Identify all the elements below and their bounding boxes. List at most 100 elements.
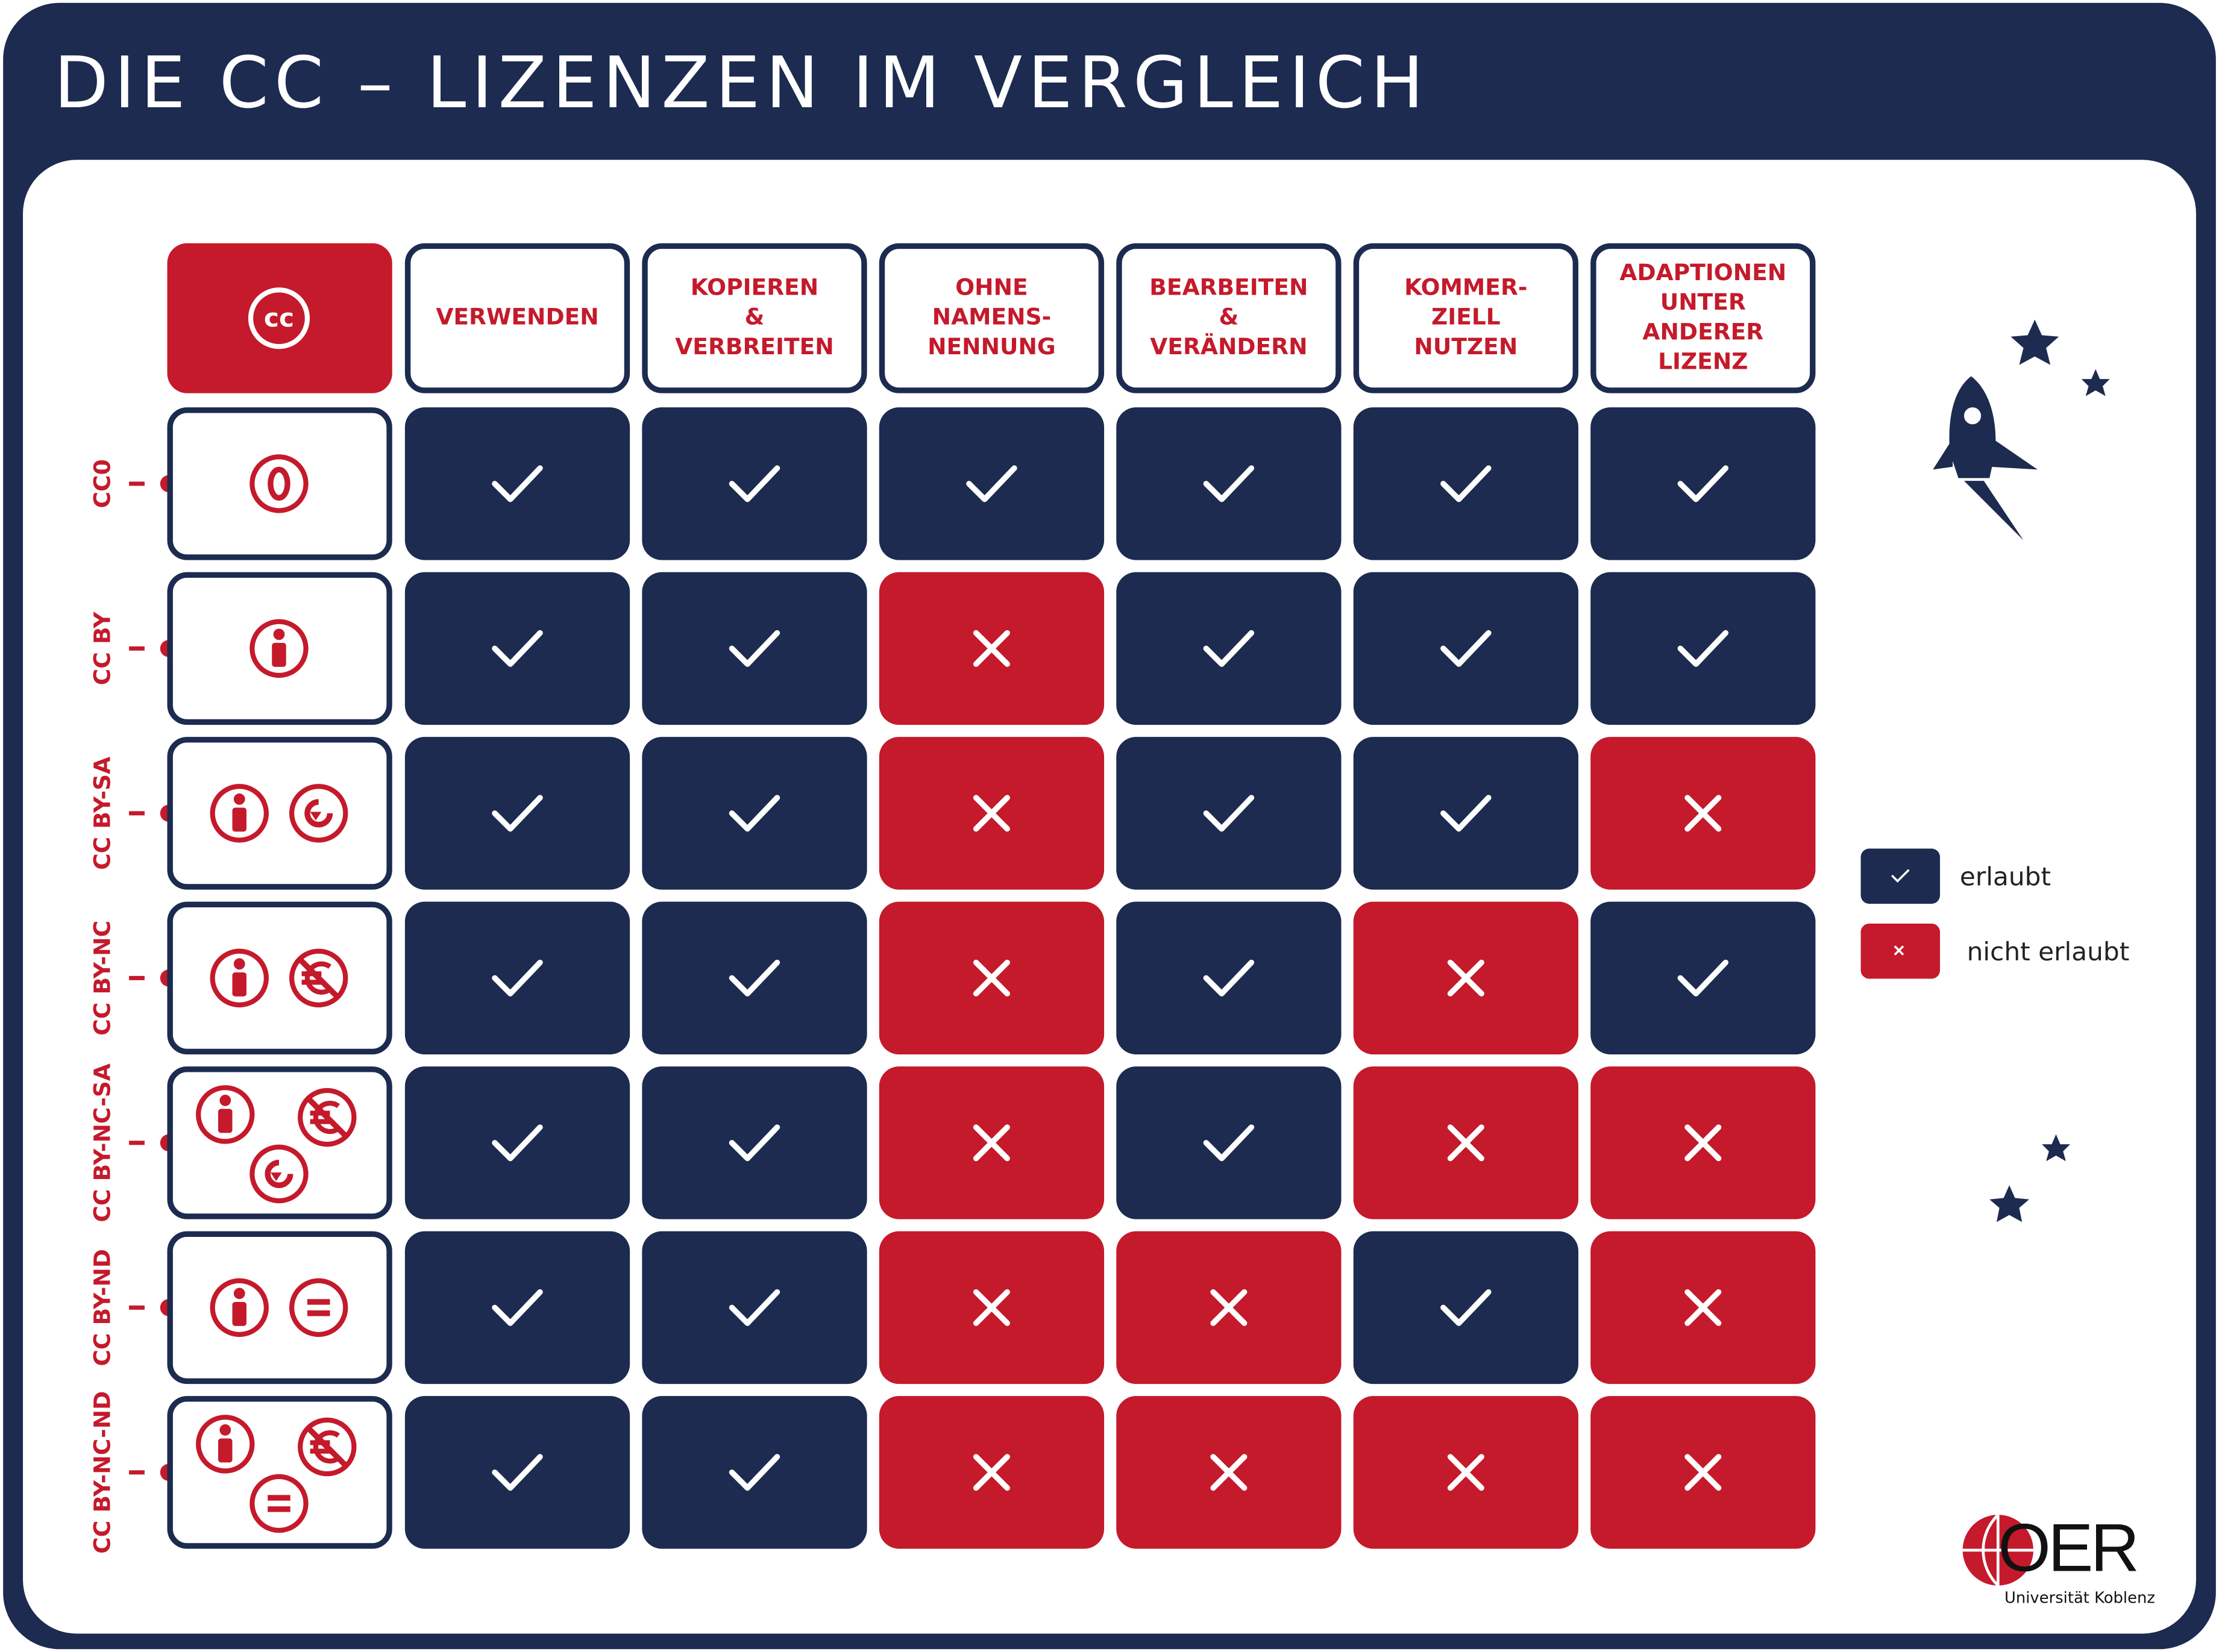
cell-allowed bbox=[404, 1396, 630, 1549]
icon-cell bbox=[167, 407, 392, 560]
cc-icon bbox=[248, 287, 310, 349]
column-header bbox=[879, 243, 1105, 393]
cross bbox=[973, 1124, 1010, 1162]
license-icon-nc bbox=[298, 1087, 357, 1147]
icon-ring bbox=[289, 784, 348, 843]
column-header bbox=[1353, 243, 1578, 393]
icon-ring bbox=[250, 1474, 309, 1533]
column-header-text: NAMENS- bbox=[932, 304, 1052, 330]
check bbox=[492, 630, 543, 667]
column-header bbox=[1590, 243, 1816, 393]
check bbox=[729, 630, 780, 667]
cross bbox=[1684, 1124, 1722, 1162]
cross bbox=[973, 1454, 1010, 1491]
license-icon-by bbox=[196, 1085, 255, 1144]
legend-cross bbox=[1894, 945, 1904, 956]
legend-swatch bbox=[1860, 848, 1941, 904]
license-icon-by bbox=[196, 1415, 255, 1474]
icon-ring bbox=[210, 784, 269, 843]
check bbox=[1440, 795, 1492, 832]
cross bbox=[1684, 1454, 1722, 1491]
cross bbox=[1210, 1289, 1248, 1326]
cell-allowed bbox=[642, 737, 867, 890]
license-icon-by bbox=[250, 619, 309, 678]
cross bbox=[1447, 1124, 1484, 1162]
icon-head bbox=[219, 1424, 231, 1436]
cross bbox=[1210, 1454, 1248, 1491]
cross bbox=[1447, 959, 1484, 997]
icon-head bbox=[233, 958, 245, 970]
cell-allowed bbox=[1353, 572, 1578, 725]
icon-arrow bbox=[265, 1160, 293, 1188]
icon-head bbox=[273, 628, 285, 640]
cross bbox=[973, 630, 1010, 667]
column-header bbox=[1116, 243, 1342, 393]
check bbox=[966, 465, 1017, 502]
column-header-text: UNTER bbox=[1660, 289, 1746, 315]
icon-body bbox=[232, 972, 246, 997]
icon-body bbox=[232, 1301, 246, 1326]
icon-ring bbox=[250, 1144, 309, 1204]
license-icon-nd bbox=[289, 1278, 348, 1338]
cell-allowed bbox=[1353, 737, 1578, 890]
license-icon-by bbox=[210, 1278, 269, 1338]
logo-globe-lines bbox=[1962, 1513, 2033, 1587]
icon-cell bbox=[167, 1396, 392, 1549]
icon-cell bbox=[167, 1231, 392, 1384]
column-header-text: NENNUNG bbox=[927, 333, 1056, 360]
cell-allowed bbox=[1116, 901, 1342, 1055]
column-header-text: OHNE bbox=[955, 274, 1028, 300]
check bbox=[1203, 1124, 1255, 1162]
logo-subtitle: Universität Koblenz bbox=[2004, 1589, 2155, 1607]
cell-allowed bbox=[642, 1231, 867, 1384]
row-label: CC BY-NC-SA bbox=[89, 1063, 115, 1222]
cell-allowed bbox=[642, 1066, 867, 1219]
row-label: CC BY-ND bbox=[89, 1249, 115, 1366]
check bbox=[1440, 1289, 1492, 1326]
legend-label: nicht erlaubt bbox=[1967, 937, 2130, 966]
cell-allowed bbox=[642, 901, 867, 1055]
check bbox=[729, 1454, 780, 1491]
icon-cell bbox=[167, 901, 392, 1055]
check bbox=[1677, 630, 1729, 667]
icon-ring bbox=[196, 1415, 255, 1474]
check bbox=[492, 959, 543, 997]
cell-allowed bbox=[642, 572, 867, 725]
icon-ring bbox=[250, 454, 309, 513]
cell-allowed bbox=[404, 1066, 630, 1219]
license-icon-by bbox=[210, 948, 269, 1008]
column-header-text: LIZENZ bbox=[1658, 348, 1748, 375]
cell-allowed bbox=[642, 407, 867, 560]
icon-ring bbox=[298, 1087, 357, 1147]
check bbox=[1203, 959, 1255, 997]
column-header-text: KOMMER- bbox=[1404, 274, 1527, 300]
cell-allowed bbox=[879, 407, 1105, 560]
cell-allowed bbox=[404, 1231, 630, 1384]
icon-head bbox=[219, 1095, 231, 1106]
icon-ring bbox=[289, 1278, 348, 1338]
column-header-text: NUTZEN bbox=[1414, 333, 1518, 360]
cell-allowed bbox=[1353, 407, 1578, 560]
row-label: CC BY bbox=[89, 612, 115, 686]
row-label: CC BY-SA bbox=[89, 757, 115, 870]
column-header-text: ZIELL bbox=[1431, 304, 1501, 330]
license-icon-nd bbox=[250, 1474, 309, 1533]
icon-arrowhead bbox=[270, 1172, 282, 1181]
row-label: CC BY-NC bbox=[89, 921, 115, 1036]
cc-icon-text: cc bbox=[264, 303, 294, 333]
license-icon-zero bbox=[250, 454, 309, 513]
check bbox=[492, 465, 543, 502]
cross bbox=[973, 795, 1010, 832]
icon-cell bbox=[167, 1066, 392, 1219]
check bbox=[729, 1124, 780, 1162]
icon-arrow bbox=[304, 799, 333, 828]
cell-allowed bbox=[404, 737, 630, 890]
legend-label: erlaubt bbox=[1960, 862, 2051, 891]
icon-cell bbox=[167, 737, 392, 890]
icon-ring bbox=[210, 1278, 269, 1338]
logo-name: OER bbox=[1998, 1509, 2136, 1585]
cell-allowed bbox=[404, 901, 630, 1055]
check bbox=[492, 1454, 543, 1491]
icon-slash bbox=[305, 1095, 349, 1139]
